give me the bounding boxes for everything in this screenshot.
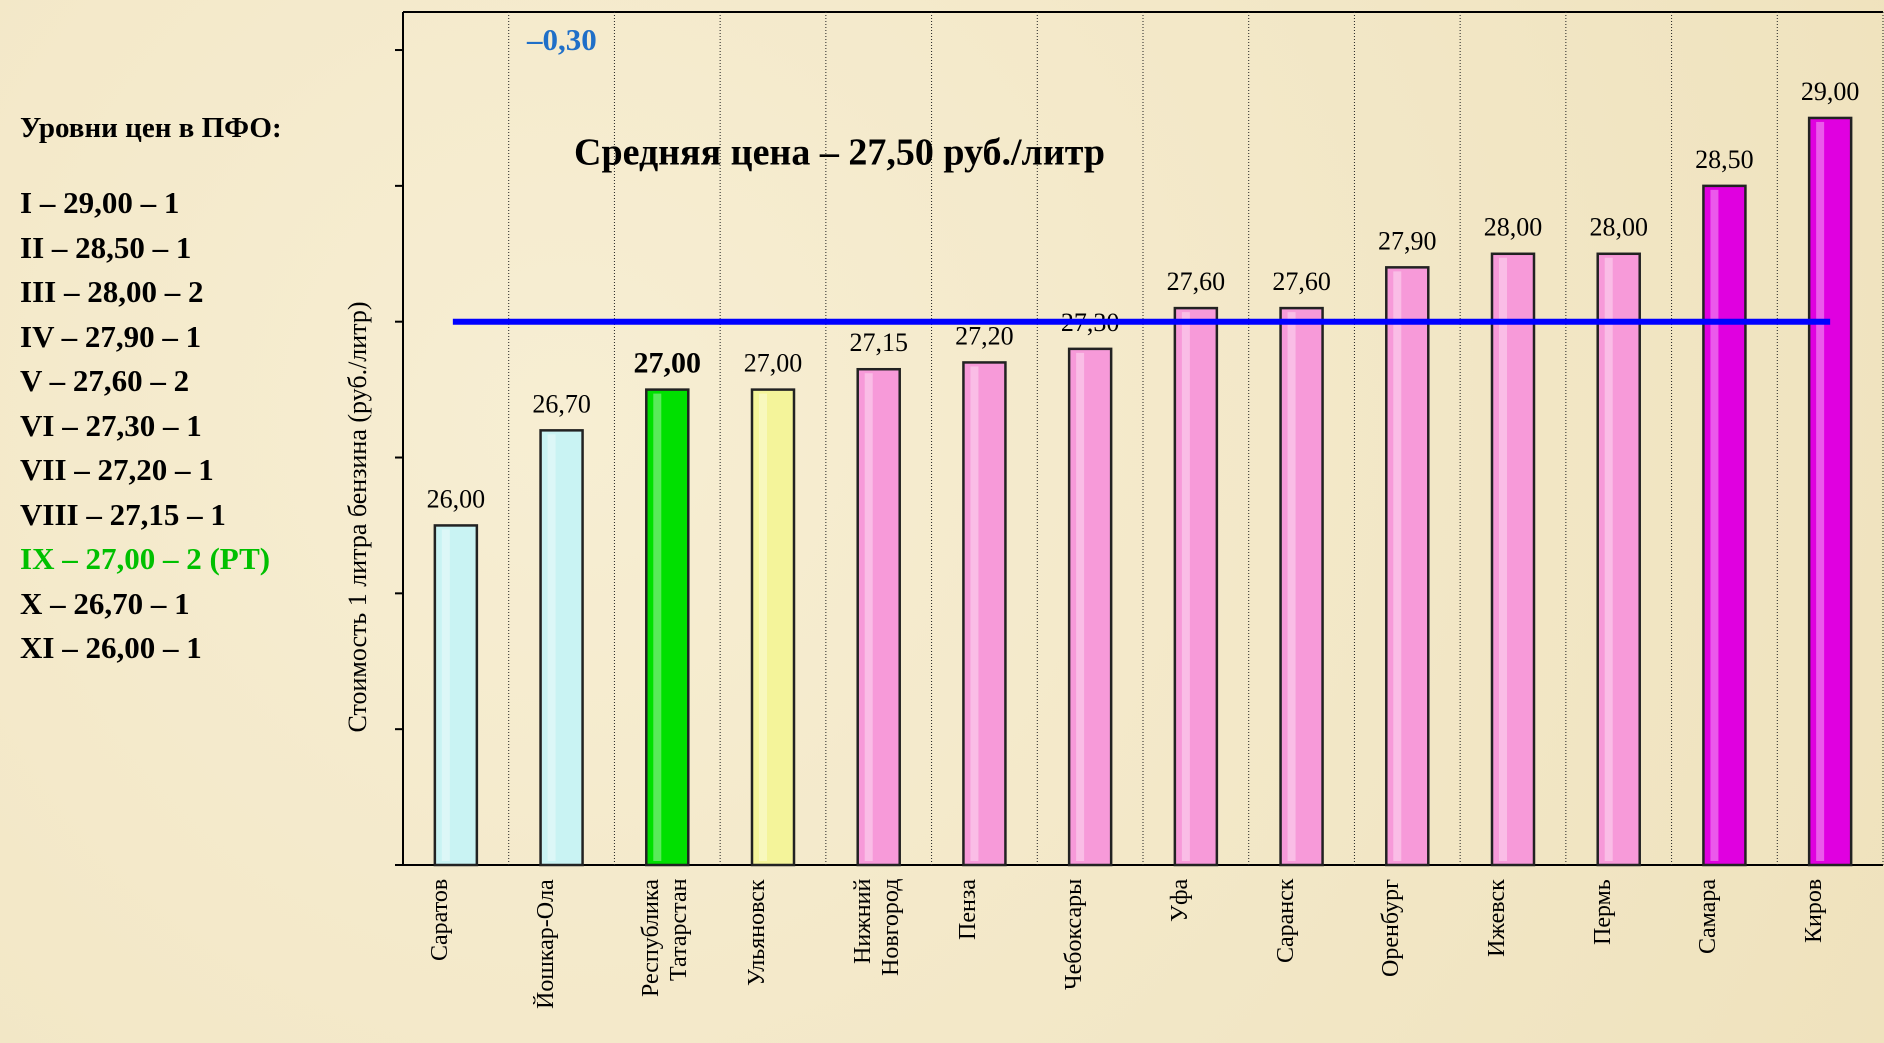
x-tick-label: Уфа [1166,879,1193,923]
bar-shine [970,366,979,861]
bar-shine [1181,312,1190,861]
bar [1490,252,1536,867]
price-level: VII – 27,20 – 1 [20,452,214,487]
annotation: –0,30 [526,22,597,57]
price-level: IV – 27,90 – 1 [20,318,202,354]
bar-shine [1604,257,1613,861]
value-label: 28,50 [1695,145,1754,174]
bar-shine [1710,189,1719,862]
bar [1385,266,1430,867]
x-tick-label: Саранск [1272,879,1299,964]
price-level: V – 27,60 – 2 [20,363,190,398]
bar-shine [1287,312,1296,861]
bar-shine [441,529,450,861]
value-label: 28,00 [1484,213,1543,242]
x-tick-label: Самара [1695,879,1722,954]
bar [962,361,1007,867]
x-tick-label: Чебоксары [1061,879,1088,991]
value-label: 26,00 [427,484,486,513]
price-level: III – 28,00 – 2 [20,274,204,309]
bar [539,429,584,867]
x-tick-label: Киров [1801,879,1828,944]
x-tick-label: Йошкар-Ола [532,879,559,1009]
bar-shine [759,393,767,861]
bar-shine [1393,271,1402,861]
value-label: 27,00 [634,346,702,379]
value-label: 29,00 [1801,77,1860,106]
price-level: XI – 26,00 – 1 [20,630,202,665]
y-axis-label: Стоимость 1 литра бензина (руб./литр) [343,301,372,732]
bar [856,367,901,867]
price-level: II – 28,50 – 1 [20,229,192,265]
bar-shine [1076,352,1085,861]
x-tick-label: Ижевск [1484,879,1510,957]
bar-shine [1816,121,1825,861]
x-tick-label: Пенза [955,879,982,940]
bar [750,388,796,867]
side-panel: Уровни цен в ПФО: I – 29,00 – 1 II – 28,5… [20,112,282,671]
price-level: VI – 27,30 – 1 [20,407,202,443]
bar-shine [864,373,873,861]
value-label: 27,20 [955,321,1014,350]
x-tick-label: Саратов [426,879,453,962]
bar [645,388,690,867]
x-tick-label: Нижний Новгород [849,879,904,977]
value-label: 27,00 [744,349,803,378]
x-tick-label: Пермь [1589,879,1616,945]
x-tick-label: Республика Татарстан [638,879,693,997]
bar [1067,347,1113,867]
bar [1173,306,1219,867]
price-level: VIII – 27,15 – 1 [20,496,226,532]
price-level: I – 29,00 – 1 [20,185,180,220]
x-tick-label: Ульяновск [744,879,770,986]
bar [1279,306,1324,867]
bar [1702,184,1747,867]
bar-shine [1499,257,1507,861]
value-label: 26,70 [532,389,591,418]
bar [433,524,479,867]
value-label: 27,60 [1167,267,1226,296]
price-level: IX – 27,00 – 2 (РТ) [20,541,271,576]
bar-shine [653,393,662,861]
value-label: 28,00 [1589,213,1648,242]
price-level: X – 26,70 – 1 [20,585,190,621]
value-label: 27,60 [1272,267,1331,296]
value-label: 27,90 [1378,226,1437,255]
panel-title: Уровни цен в ПФО: [20,112,282,144]
bar [1807,116,1853,867]
value-label: 27,15 [849,328,908,357]
bar [1596,252,1641,867]
bar-shine [547,434,556,861]
x-tick-label: Оренбург [1378,879,1405,977]
annotation: Средняя цена – 27,50 руб./литр [574,132,1105,174]
